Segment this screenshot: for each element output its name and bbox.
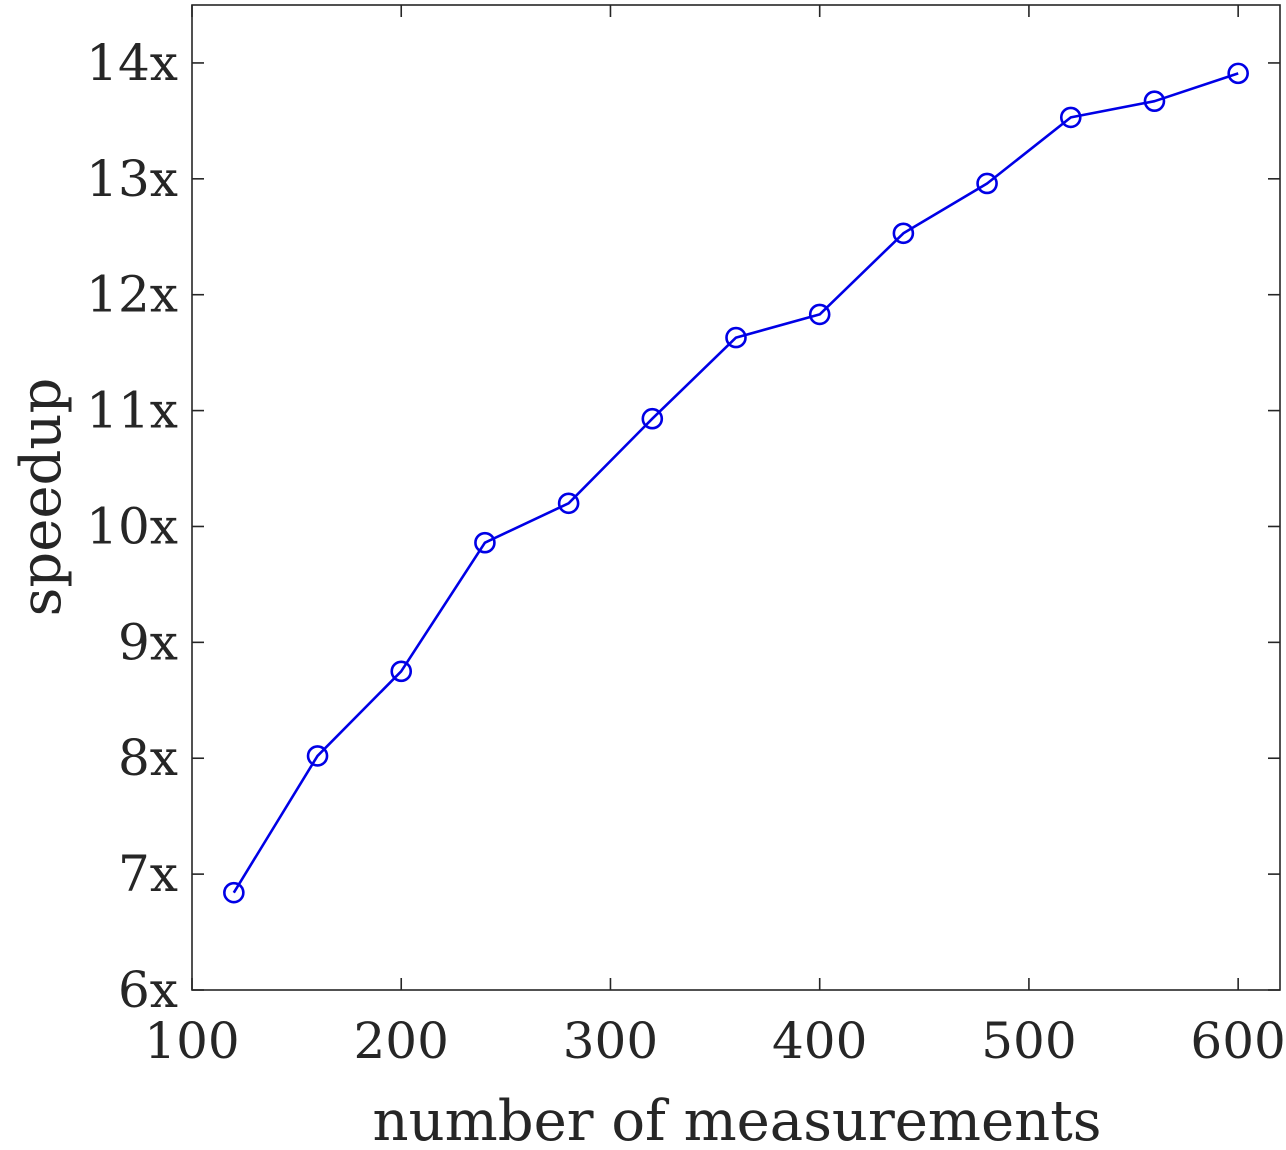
x-axis-label: number of measurements [373, 1089, 1102, 1146]
data-point [223, 881, 245, 904]
data-point [1143, 90, 1166, 112]
y-ticks-layer: 6x 7x 8x 9x 10x 11x 12x 13x 14x [86, 34, 1280, 1019]
y-tick-label: 10x [86, 497, 178, 555]
data-point [725, 326, 747, 349]
data-point [976, 172, 998, 195]
x-tick-label: 600 [1190, 1012, 1285, 1070]
data-point [641, 407, 664, 430]
x-tick-label: 200 [354, 1012, 449, 1070]
y-tick-label: 8x [118, 729, 178, 787]
y-tick-label: 7x [118, 845, 178, 903]
y-axis-label: speedup [9, 378, 74, 617]
y-tick-label: 11x [86, 382, 178, 440]
data-point [474, 531, 496, 554]
x-ticks-layer: 100 200 300 400 500 600 [144, 5, 1286, 1070]
data-point [892, 222, 915, 245]
plot-frame [191, 4, 1281, 991]
y-tick-label: 14x [86, 34, 178, 92]
data-point [306, 745, 329, 767]
y-tick-label: 6x [118, 961, 178, 1019]
axes-layer [191, 4, 1281, 991]
y-tick-label: 13x [86, 150, 178, 208]
data-point [1227, 62, 1249, 85]
series-layer [223, 62, 1249, 904]
data-point [1059, 106, 1082, 129]
data-point [808, 303, 831, 326]
y-tick-label: 12x [86, 266, 178, 324]
x-tick-label: 500 [981, 1012, 1076, 1070]
x-tick-label: 100 [144, 1012, 239, 1070]
x-tick-label: 300 [563, 1012, 658, 1070]
data-point [390, 660, 413, 683]
data-point [557, 492, 580, 515]
x-tick-label: 400 [772, 1012, 867, 1070]
y-tick-label: 9x [118, 613, 178, 671]
series-line [232, 72, 1239, 894]
